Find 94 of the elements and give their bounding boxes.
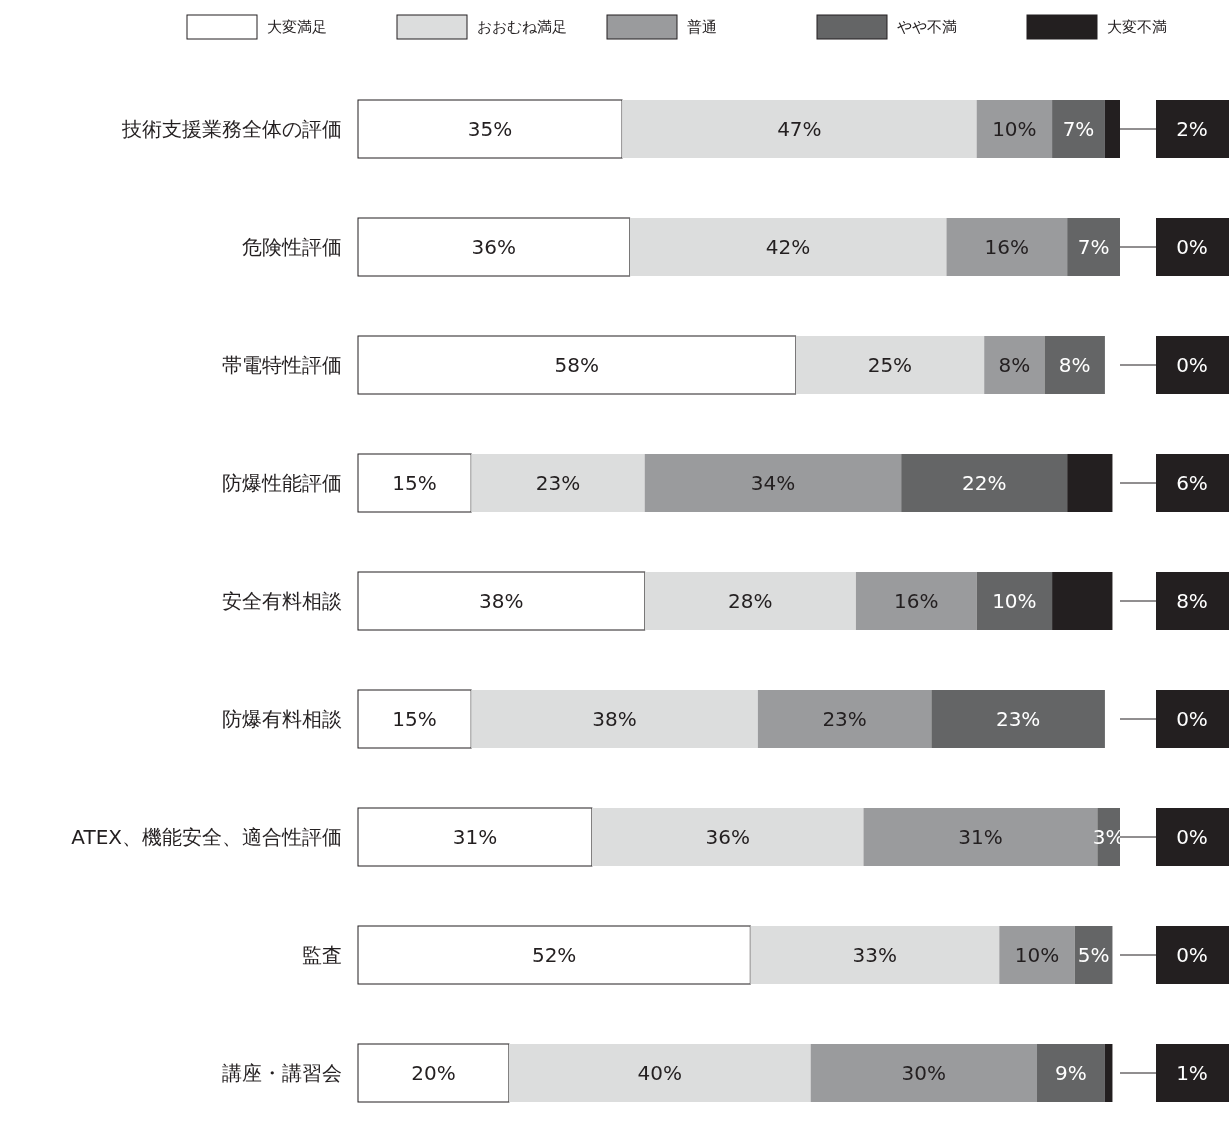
bar: [1052, 572, 1113, 630]
bar: [946, 218, 1068, 276]
data-label: 0%: [1176, 707, 1208, 731]
data-label: 10%: [992, 117, 1037, 141]
legend-label: 大変不満: [1107, 18, 1167, 36]
data-label: 10%: [1014, 943, 1060, 967]
legend-label: おおむね満足: [477, 18, 567, 36]
data-label: 2%: [1176, 117, 1208, 141]
bar: [357, 689, 472, 749]
bar: [757, 690, 932, 748]
bar: [357, 99, 623, 159]
bar: [976, 100, 1053, 158]
bar: [984, 336, 1045, 394]
bar: [357, 571, 646, 631]
y-tick-label: 危険性評価: [242, 235, 342, 259]
legend-label: 大変満足: [267, 18, 327, 36]
y-tick-label: 防爆有料相談: [222, 707, 342, 731]
data-label: 22%: [961, 471, 1007, 495]
bar: [357, 1043, 510, 1103]
bar: [810, 1044, 1038, 1102]
bar: [357, 925, 751, 985]
bar: [1067, 454, 1113, 512]
data-label: 34%: [750, 471, 796, 495]
bar: [591, 808, 864, 866]
bar: [999, 926, 1075, 984]
data-label: 28%: [728, 589, 773, 613]
bar: [855, 572, 977, 630]
bar: [1067, 218, 1120, 276]
bar: [931, 690, 1105, 748]
legend-label: 普通: [687, 18, 717, 36]
data-label: 47%: [777, 117, 822, 141]
bar: [357, 807, 593, 867]
y-tick-label: 講座・講習会: [222, 1061, 342, 1085]
y-tick-label: 防爆性能評価: [222, 471, 342, 495]
bar: [976, 572, 1053, 630]
data-label: 15%: [392, 471, 437, 495]
data-label: 16%: [894, 589, 939, 613]
data-label: 25%: [867, 353, 913, 377]
data-label: 6%: [1176, 471, 1208, 495]
bar: [471, 454, 645, 512]
data-label: 23%: [822, 707, 867, 731]
bar: [1037, 1044, 1105, 1102]
bar: [1044, 336, 1105, 394]
bar: [622, 100, 977, 158]
data-label: 8%: [1058, 353, 1091, 377]
bar: [1104, 1044, 1113, 1102]
data-label: 40%: [637, 1061, 683, 1085]
data-label: 8%: [1176, 589, 1208, 613]
bar: [644, 572, 856, 630]
data-label: 30%: [901, 1061, 947, 1085]
data-label: 23%: [995, 707, 1041, 731]
data-label: 0%: [1176, 235, 1208, 259]
data-label: 33%: [852, 943, 898, 967]
data-label: 31%: [958, 825, 1003, 849]
data-label: 58%: [554, 353, 600, 377]
data-label: 15%: [392, 707, 437, 731]
bar: [357, 217, 631, 277]
data-label: 42%: [765, 235, 811, 259]
bar: [629, 218, 947, 276]
data-label: 0%: [1176, 353, 1208, 377]
data-label: 0%: [1176, 825, 1208, 849]
data-label: 23%: [535, 471, 581, 495]
bar: [750, 926, 1000, 984]
data-label: 7%: [1077, 235, 1110, 259]
y-tick-label: 技術支援業務全体の評価: [121, 117, 342, 141]
data-label: 1%: [1176, 1061, 1208, 1085]
y-tick-label: 帯電特性評価: [222, 353, 342, 377]
bar: [471, 690, 758, 748]
data-label: 36%: [471, 235, 517, 259]
bar: [795, 336, 985, 394]
bar: [357, 335, 797, 395]
data-label: 0%: [1176, 943, 1208, 967]
y-tick-label: ATEX、機能安全、適合性評価: [71, 825, 342, 849]
bar: [1052, 100, 1105, 158]
data-label: 10%: [992, 589, 1037, 613]
bar: [644, 454, 902, 512]
data-label: 52%: [531, 943, 577, 967]
data-label: 36%: [705, 825, 750, 849]
y-tick-label: 監査: [302, 943, 342, 967]
data-label: 7%: [1062, 117, 1095, 141]
data-label: 35%: [467, 117, 513, 141]
bar: [508, 1044, 811, 1102]
data-label: 38%: [592, 707, 637, 731]
data-label: 9%: [1055, 1061, 1087, 1085]
data-label: 31%: [452, 825, 498, 849]
bar: [357, 453, 472, 513]
data-label: 8%: [998, 353, 1031, 377]
y-tick-label: 安全有料相談: [222, 589, 342, 613]
data-label: 5%: [1077, 943, 1110, 967]
data-label: 38%: [479, 589, 524, 613]
data-label: 20%: [411, 1061, 456, 1085]
legend-label: やや不満: [897, 18, 957, 36]
bar: [901, 454, 1068, 512]
data-label: 16%: [984, 235, 1030, 259]
